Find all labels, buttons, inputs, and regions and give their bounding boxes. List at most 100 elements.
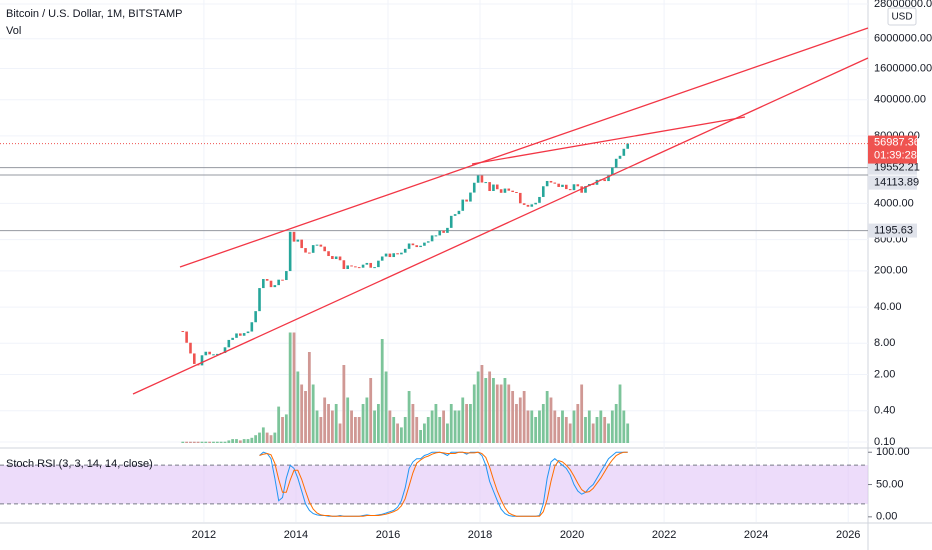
volume-bar xyxy=(618,384,622,443)
volume-bar xyxy=(557,417,561,443)
candle xyxy=(258,288,261,312)
candle xyxy=(411,243,415,246)
volume-bar xyxy=(338,423,342,443)
volume-bar xyxy=(373,410,376,443)
candle xyxy=(403,248,407,253)
candle xyxy=(626,143,629,149)
candle xyxy=(530,204,534,207)
volume-bar xyxy=(419,430,422,443)
candle xyxy=(419,245,422,248)
candle xyxy=(357,267,361,269)
volume-bar xyxy=(238,440,242,443)
candle xyxy=(430,235,434,242)
volume-bar xyxy=(219,441,223,443)
volume-bar xyxy=(215,441,219,443)
candle xyxy=(304,248,307,253)
candle xyxy=(442,230,445,233)
candle xyxy=(453,214,457,216)
candle xyxy=(522,203,526,205)
candle xyxy=(426,241,430,243)
volume-bar xyxy=(576,404,580,443)
candle xyxy=(216,353,219,355)
candle xyxy=(235,333,238,338)
candle xyxy=(614,158,618,168)
volume-bar xyxy=(488,371,492,443)
level-tag xyxy=(868,223,917,238)
volume-bar xyxy=(511,391,515,443)
volume-bar xyxy=(369,378,373,443)
candle xyxy=(181,331,185,333)
candle xyxy=(377,260,380,268)
volume-bar xyxy=(587,410,591,443)
volume-bar xyxy=(212,441,215,443)
volume-bar xyxy=(595,417,599,443)
x-tick-label: 2018 xyxy=(468,529,492,541)
volume-bar xyxy=(281,417,284,443)
level-tag-label: 19552.21 xyxy=(874,162,920,174)
y-tick-label: 6000000.00 xyxy=(874,33,932,45)
volume-bar xyxy=(258,432,261,443)
candle xyxy=(488,182,491,192)
candle xyxy=(373,267,376,269)
volume-bar xyxy=(584,417,587,443)
stoch-line xyxy=(259,451,628,517)
x-tick-label: 2012 xyxy=(192,529,216,541)
y-tick-label: 50.00 xyxy=(876,478,904,490)
volume-bar xyxy=(357,417,361,443)
y-tick-label: 200.00 xyxy=(874,265,908,277)
volume-bar xyxy=(384,371,388,443)
candle xyxy=(208,351,211,355)
x-tick-label: 2020 xyxy=(560,529,584,541)
volume-bar xyxy=(292,332,296,443)
volume-bar xyxy=(580,384,584,443)
candle xyxy=(388,253,392,258)
symbol-title: Bitcoin / U.S. Dollar, 1M, BITSTAMP xyxy=(6,8,182,20)
candle xyxy=(346,265,349,269)
volume-bar xyxy=(246,439,250,443)
candle xyxy=(365,262,369,265)
volume-bar xyxy=(189,441,192,443)
volume-bar xyxy=(572,410,576,443)
volume-bar xyxy=(400,427,403,443)
candle xyxy=(492,184,495,192)
y-tick-label: 0.10 xyxy=(874,436,895,448)
volume-bar xyxy=(480,365,484,443)
volume-bar xyxy=(492,378,495,443)
candle xyxy=(541,186,545,197)
candle xyxy=(511,190,514,193)
volume-bar xyxy=(522,391,526,443)
candle xyxy=(534,202,537,205)
volume-bar xyxy=(599,410,603,443)
volume-bar xyxy=(223,441,227,443)
y-tick-label: 0.40 xyxy=(874,405,895,417)
currency-button[interactable] xyxy=(887,7,917,26)
candle xyxy=(476,175,480,183)
volume-bar xyxy=(453,410,457,443)
volume-bar xyxy=(449,404,453,443)
candle xyxy=(557,183,560,187)
candle xyxy=(607,175,610,182)
volume-bar xyxy=(415,417,419,443)
y-tick-label: 100.00 xyxy=(876,446,910,458)
volume-bar xyxy=(515,404,518,443)
volume-bar xyxy=(380,339,384,443)
candle xyxy=(545,180,549,187)
candle xyxy=(572,184,576,191)
volume-bar xyxy=(614,404,618,443)
candle xyxy=(565,184,568,190)
volume-bar xyxy=(626,423,630,443)
currency-label[interactable]: USD xyxy=(891,12,912,23)
level-tag xyxy=(868,175,917,190)
candle xyxy=(384,253,388,257)
candle xyxy=(618,155,622,159)
volume-bar xyxy=(231,439,235,443)
y-tick-label: 400000.00 xyxy=(874,94,926,106)
volume-bar xyxy=(622,410,626,443)
candle xyxy=(480,175,484,183)
y-tick-label: 28000000.00 xyxy=(874,0,932,10)
volume-bar xyxy=(472,384,476,443)
candle xyxy=(507,188,511,191)
y-tick-label: 1600000.00 xyxy=(874,62,932,74)
volume-bar xyxy=(484,378,488,443)
